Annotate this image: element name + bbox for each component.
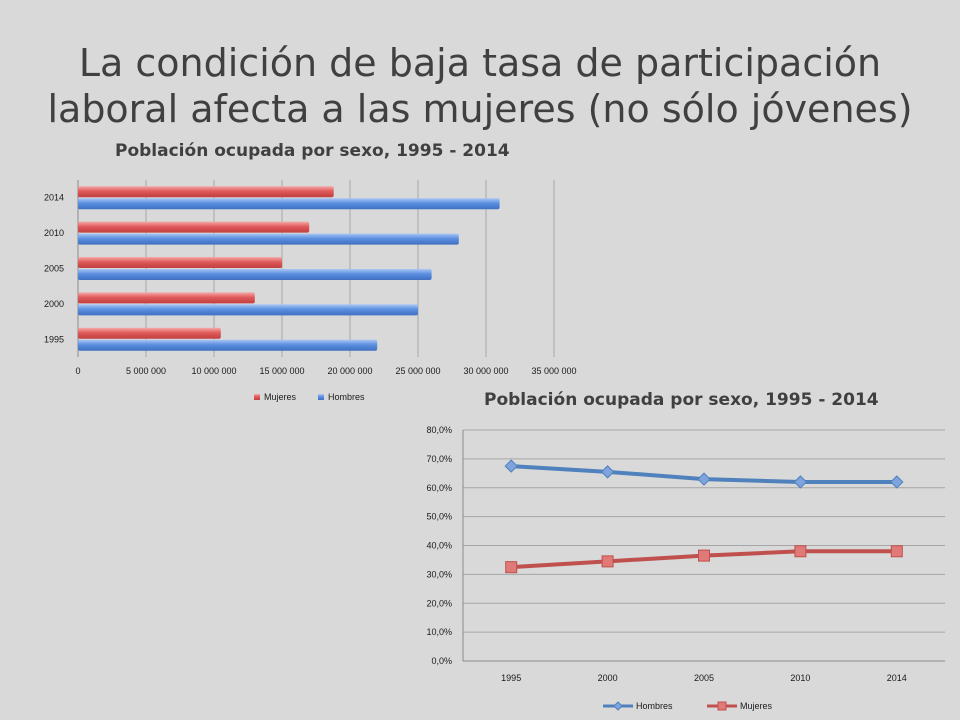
legend-label-mujeres: Mujeres <box>740 701 773 711</box>
y-tick-label: 2014 <box>44 193 64 203</box>
bar-hombres <box>78 233 459 245</box>
legend-label-hombres: Hombres <box>636 701 673 711</box>
bar-hombres <box>78 269 432 280</box>
x-tick-label: 2014 <box>887 673 907 683</box>
point-hombres <box>793 475 808 489</box>
point-hombres <box>890 475 904 489</box>
y-tick-label: 10,0% <box>426 627 452 637</box>
x-tick-label: 20 000 000 <box>327 366 372 376</box>
point-hombres <box>600 465 615 479</box>
point-mujeres <box>505 561 518 574</box>
y-tick-label: 0,0% <box>431 656 452 666</box>
x-tick-label: 0 <box>75 366 80 376</box>
legend-swatch-mujeres <box>254 394 260 400</box>
y-tick-label: 80,0% <box>426 425 452 435</box>
x-tick-label: 35 000 000 <box>531 366 576 376</box>
bar-mujeres <box>78 257 282 268</box>
legend-marker-hombres <box>613 701 623 711</box>
point-hombres <box>697 472 711 486</box>
point-mujeres <box>794 545 807 558</box>
y-tick-label: 20,0% <box>426 598 452 608</box>
y-tick-label: 70,0% <box>426 454 452 464</box>
y-tick-label: 60,0% <box>426 483 452 493</box>
point-hombres <box>504 459 518 473</box>
bar-mujeres <box>78 186 334 198</box>
legend-label-mujeres: Mujeres <box>264 392 297 402</box>
x-tick-label: 2005 <box>694 673 714 683</box>
slide-title: La condición de baja tasa de participaci… <box>0 40 960 132</box>
bar-hombres <box>78 198 500 210</box>
point-mujeres <box>601 555 614 568</box>
line-chart-title: Población ocupada por sexo, 1995 - 2014 <box>484 390 879 410</box>
legend-label-hombres: Hombres <box>328 392 365 402</box>
y-tick-label: 2005 <box>44 264 64 274</box>
x-tick-label: 2000 <box>598 673 618 683</box>
y-tick-label: 30,0% <box>426 569 452 579</box>
bar-hombres <box>78 339 378 351</box>
bar-mujeres <box>78 221 310 233</box>
slide-title-line-2: laboral afecta a las mujeres (no sólo jó… <box>47 87 913 131</box>
bar-mujeres <box>78 292 255 304</box>
y-tick-label: 50,0% <box>426 512 452 522</box>
point-mujeres <box>890 545 903 558</box>
y-tick-label: 1995 <box>44 334 64 344</box>
x-tick-label: 10 000 000 <box>191 366 236 376</box>
x-tick-label: 15 000 000 <box>259 366 304 376</box>
legend-marker-mujeres <box>717 701 727 711</box>
x-tick-label: 2010 <box>790 673 810 683</box>
x-tick-label: 1995 <box>501 673 521 683</box>
x-tick-label: 25 000 000 <box>395 366 440 376</box>
bar-hombres <box>78 304 418 316</box>
y-tick-label: 2000 <box>44 299 64 309</box>
bar-mujeres <box>78 327 221 339</box>
legend-swatch-hombres <box>318 394 324 400</box>
x-tick-label: 5 000 000 <box>126 366 166 376</box>
bar-chart-title: Población ocupada por sexo, 1995 - 2014 <box>115 141 510 161</box>
point-mujeres <box>698 549 710 562</box>
x-tick-label: 30 000 000 <box>463 366 508 376</box>
y-tick-label: 40,0% <box>426 541 452 551</box>
slide-title-line-1: La condición de baja tasa de participaci… <box>78 41 882 85</box>
y-tick-label: 2010 <box>44 228 64 238</box>
